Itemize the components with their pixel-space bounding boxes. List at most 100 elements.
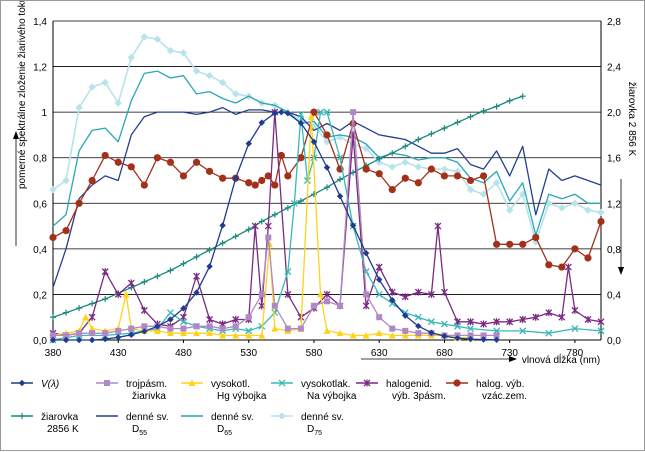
data-point-vzac	[427, 165, 435, 173]
data-point-v	[402, 312, 409, 319]
data-point-v	[115, 334, 122, 341]
data-point-na	[597, 327, 605, 335]
legend-label-v: V(λ)	[41, 379, 59, 390]
legend-label-d65: denné sv.	[211, 412, 254, 423]
data-point-na	[545, 329, 553, 337]
data-point-vzac	[558, 263, 566, 271]
data-point-v	[336, 193, 344, 200]
data-point-hg	[271, 325, 279, 332]
data-point-d75	[492, 179, 501, 187]
data-point-vzac	[506, 240, 514, 248]
legend-label-tri: trojpásm.	[126, 379, 167, 390]
data-point-v	[141, 328, 148, 335]
legend-label-na: vysokotlak.	[301, 379, 350, 390]
data-point-hal	[375, 263, 383, 271]
y-tick-label: 0,6	[33, 199, 47, 210]
legend-label2-d55: D55	[132, 424, 147, 437]
legend-swatch-marker	[278, 412, 286, 420]
data-point-hg	[349, 331, 357, 339]
data-point-hg	[307, 113, 315, 120]
data-point-vzac	[284, 172, 292, 180]
legend-line1: vysokotl.	[211, 379, 250, 390]
legend-swatch-marker	[278, 379, 286, 387]
data-point-inc	[467, 113, 474, 120]
series-layer	[49, 33, 605, 344]
legend-label-inc: žiarovka	[41, 412, 79, 423]
y-tick-label: 1,4	[33, 17, 47, 28]
data-point-na	[297, 110, 305, 118]
data-point-d75	[323, 138, 331, 146]
legend-label2-d65: D65	[217, 424, 232, 437]
data-point-d75	[519, 190, 527, 198]
data-point-v	[128, 331, 135, 338]
legend-line1: V(λ)	[41, 379, 59, 390]
y-tick-label: 0,8	[33, 154, 47, 165]
data-point-na	[414, 313, 422, 321]
legend-line1: halog. výb.	[476, 379, 524, 390]
data-point-inc	[206, 246, 213, 253]
data-point-tri	[50, 332, 56, 339]
data-point-d75	[584, 206, 592, 214]
legend-label-vzac: halog. výb.	[476, 379, 524, 390]
legend-item-hal: halogenid.výb. 3pásm.	[356, 379, 446, 402]
y2-tick-label: 2,0	[607, 108, 621, 119]
data-point-tri	[76, 330, 83, 337]
data-point-v	[284, 110, 292, 117]
data-point-hg	[375, 329, 383, 337]
legend-label-hg: vysokotl.	[211, 379, 250, 390]
data-point-vzac	[310, 108, 318, 116]
data-point-hal	[323, 290, 331, 298]
data-point-v	[375, 276, 383, 283]
data-point-hal	[427, 290, 435, 298]
y-arrow-head	[13, 131, 19, 139]
data-point-vzac	[297, 154, 305, 162]
data-point-vzac	[597, 217, 605, 226]
data-point-inc	[180, 260, 187, 267]
legend-line1: denné sv.	[126, 412, 169, 423]
x-tick-label: 380	[45, 348, 62, 359]
x-tick-label: 680	[436, 348, 453, 359]
data-point-d75	[231, 90, 240, 98]
data-point-d75	[558, 204, 566, 212]
data-point-inc	[454, 119, 461, 126]
data-point-hg	[193, 329, 201, 337]
data-point-v	[362, 249, 370, 257]
data-point-v	[75, 336, 83, 344]
data-point-tri	[402, 327, 409, 334]
data-point-v	[493, 336, 500, 343]
data-point-d75	[62, 176, 70, 185]
data-point-hg	[316, 290, 324, 298]
data-point-v	[467, 335, 474, 343]
data-point-inc	[219, 240, 226, 247]
legend-line1: denné sv.	[301, 412, 344, 423]
data-point-na	[317, 108, 324, 116]
data-point-na	[336, 154, 344, 162]
y2-tick-label: 0,8	[607, 245, 621, 256]
data-point-d75	[466, 185, 475, 194]
data-point-v	[62, 336, 70, 344]
data-point-hal	[414, 288, 422, 296]
data-point-v	[245, 140, 252, 147]
data-point-d75	[479, 190, 488, 198]
series-d65	[52, 70, 601, 236]
data-point-v	[454, 334, 461, 342]
y-tick-label: 0,0	[33, 336, 47, 347]
series-v	[49, 108, 500, 344]
data-point-inc	[141, 278, 148, 285]
data-point-na	[290, 199, 298, 207]
data-point-tri	[167, 325, 174, 332]
data-point-na	[467, 325, 474, 333]
legend-swatch-marker	[363, 379, 371, 387]
data-point-hal	[467, 318, 474, 326]
legend-line2: 2856 K	[47, 424, 79, 435]
data-point-inc	[245, 226, 252, 233]
data-point-vzac	[75, 199, 83, 207]
data-point-d75	[218, 78, 227, 87]
data-point-tri	[480, 332, 487, 339]
data-point-d75	[571, 199, 579, 207]
legend-item-v: V(λ)	[11, 379, 59, 390]
legend-line2: D	[217, 424, 224, 435]
data-point-na	[284, 268, 292, 276]
data-point-tri	[63, 332, 70, 339]
series-line-d55	[52, 106, 602, 288]
